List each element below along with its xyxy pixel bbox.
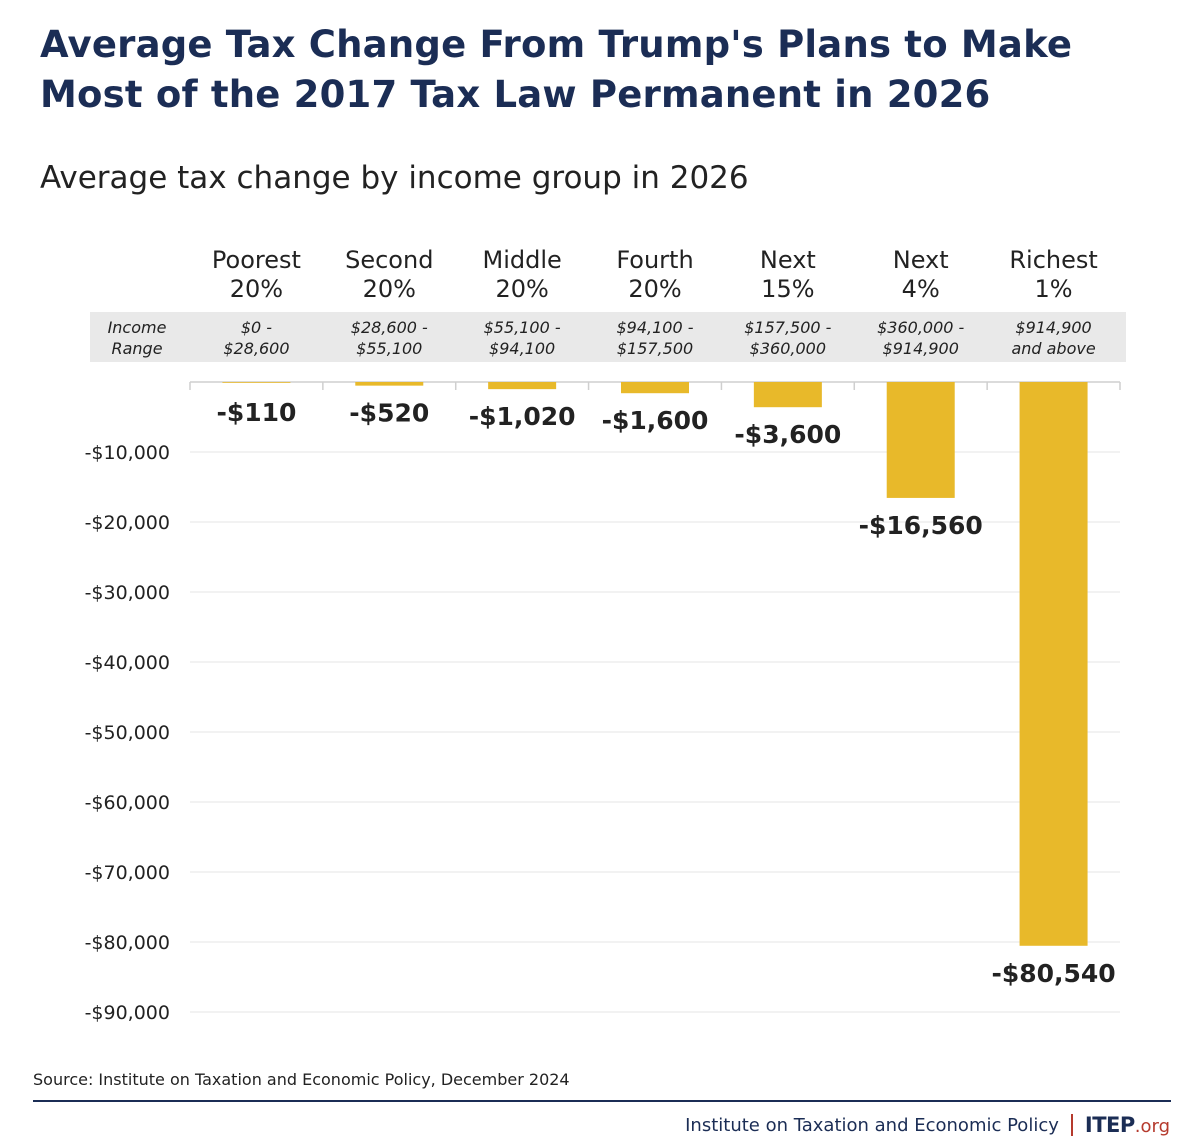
category-label: Second [345,246,433,274]
income-range-value: $94,100 [489,339,555,358]
footer-org-name: Institute on Taxation and Economic Polic… [685,1114,1059,1136]
income-range-value: $157,500 - [744,318,831,337]
income-range-value: $28,600 [223,339,289,358]
income-range-label: Range [111,339,162,358]
income-range-value: $360,000 [750,339,826,358]
y-tick-label: -$30,000 [85,582,170,604]
bar [621,382,689,394]
category-label: 20% [628,275,681,303]
income-range-value: and above [1011,339,1095,358]
income-range-label: Income [108,318,167,337]
bar [488,382,557,390]
y-tick-label: -$40,000 [85,652,170,674]
data-label: -$80,540 [991,959,1115,988]
y-tick-label: -$10,000 [85,442,170,464]
income-range-value: $157,500 [617,339,693,358]
income-range-band [90,312,1126,362]
category-label: 20% [495,275,548,303]
footer-divider [33,1100,1171,1102]
data-label: -$110 [216,398,296,427]
footer-separator [1070,1114,1073,1136]
data-label: -$520 [349,399,429,428]
logo-main-text: ITEP [1084,1113,1135,1137]
category-label: Fourth [616,246,693,274]
bar [886,382,955,498]
income-range-value: $55,100 - [484,318,561,337]
category-label: Poorest [212,246,301,274]
category-label: Next [893,246,949,274]
y-tick-label: -$80,000 [85,932,170,954]
category-label: 1% [1035,275,1073,303]
data-label: -$16,560 [859,511,983,540]
income-range-value: $360,000 - [877,318,964,337]
data-label: -$3,600 [734,420,841,449]
category-label: 15% [761,275,814,303]
category-label: 20% [363,275,416,303]
source-note: Source: Institute on Taxation and Econom… [33,1070,570,1089]
y-tick-label: -$60,000 [85,792,170,814]
income-range-value: $914,900 [883,339,959,358]
category-label: 20% [230,275,283,303]
income-range-value: $55,100 [356,339,422,358]
income-range-value: $0 - [241,318,272,337]
y-tick-label: -$70,000 [85,862,170,884]
income-range-value: $914,900 [1015,318,1091,337]
bar-chart: -$10,000 -$20,000 -$30,000 -$40,000 -$50,000… [85,246,1126,1024]
itep-logo[interactable]: ITEP.org [1085,1113,1170,1137]
data-label: -$1,600 [602,406,709,435]
bar [355,382,424,386]
chart-subtitle: Average tax change by income group in 20… [40,160,749,196]
footer: Institute on Taxation and Economic Polic… [685,1110,1170,1140]
category-label: Middle [483,246,562,274]
category-label: Next [760,246,816,274]
category-label: Richest [1009,246,1097,274]
logo-suffix-text: .org [1134,1116,1170,1137]
y-tick-label: -$20,000 [85,512,170,534]
bar [753,382,822,408]
y-tick-label: -$50,000 [85,722,170,744]
bar [1019,382,1088,946]
category-label: 4% [902,275,940,303]
y-tick-label: -$90,000 [85,1002,170,1024]
data-label: -$1,020 [469,402,576,431]
income-range-value: $94,100 - [616,318,693,337]
income-range-value: $28,600 - [351,318,428,337]
chart-title: Average Tax Change From Trump's Plans to… [40,23,1073,116]
bar [222,382,291,383]
